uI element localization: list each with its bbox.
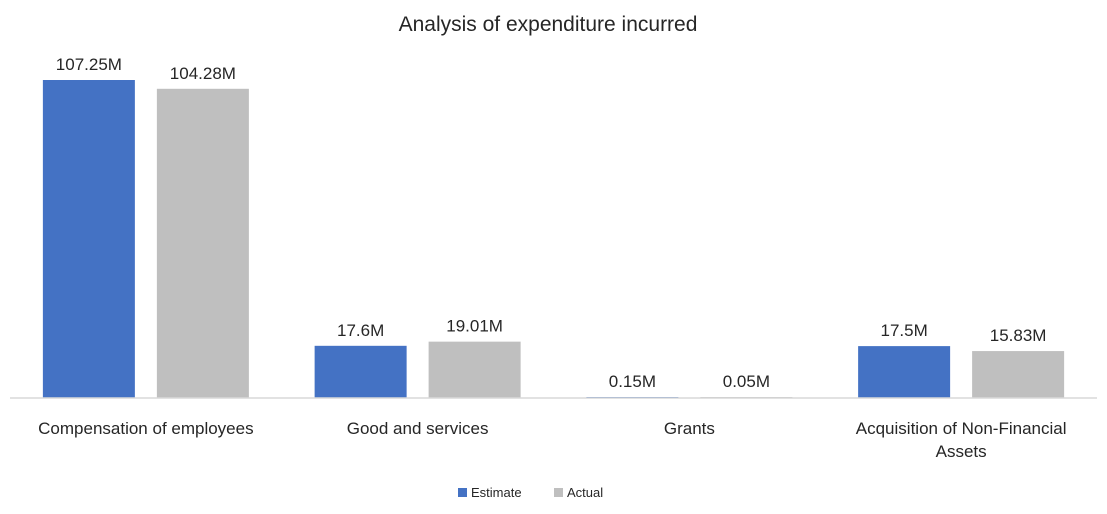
data-label: 15.83M — [990, 326, 1047, 345]
x-axis-labels: Compensation of employees Good and servic… — [38, 419, 1066, 461]
legend-swatch-estimate — [458, 488, 467, 497]
x-tick-label: Good and services — [347, 419, 489, 438]
x-tick-label: Assets — [936, 442, 987, 461]
x-tick-label: Acquisition of Non-Financial — [856, 419, 1067, 438]
data-label: 0.15M — [609, 372, 656, 391]
data-label: 0.05M — [723, 372, 770, 391]
x-tick-label: Compensation of employees — [38, 419, 253, 438]
data-label: 17.6M — [337, 321, 384, 340]
plot-area: 107.25M 104.28M 17.6M 19.01M 0.15M 0.05M 17.5M… — [42, 55, 1065, 398]
bar-estimate-1 — [314, 345, 407, 398]
data-label: 19.01M — [446, 317, 503, 336]
legend-label-actual: Actual — [567, 485, 603, 500]
bar-actual-1 — [428, 341, 521, 398]
data-label: 104.28M — [170, 64, 236, 83]
bar-estimate-3 — [858, 346, 951, 398]
legend: Estimate Actual — [458, 485, 603, 500]
bar-actual-0 — [156, 88, 249, 398]
bar-estimate-0 — [42, 80, 135, 398]
data-label: 17.5M — [881, 321, 928, 340]
data-label: 107.25M — [56, 55, 122, 74]
chart-title: Analysis of expenditure incurred — [399, 13, 698, 36]
legend-label-estimate: Estimate — [471, 485, 522, 500]
bar-actual-3 — [972, 351, 1065, 398]
legend-swatch-actual — [554, 488, 563, 497]
x-tick-label: Grants — [664, 419, 715, 438]
